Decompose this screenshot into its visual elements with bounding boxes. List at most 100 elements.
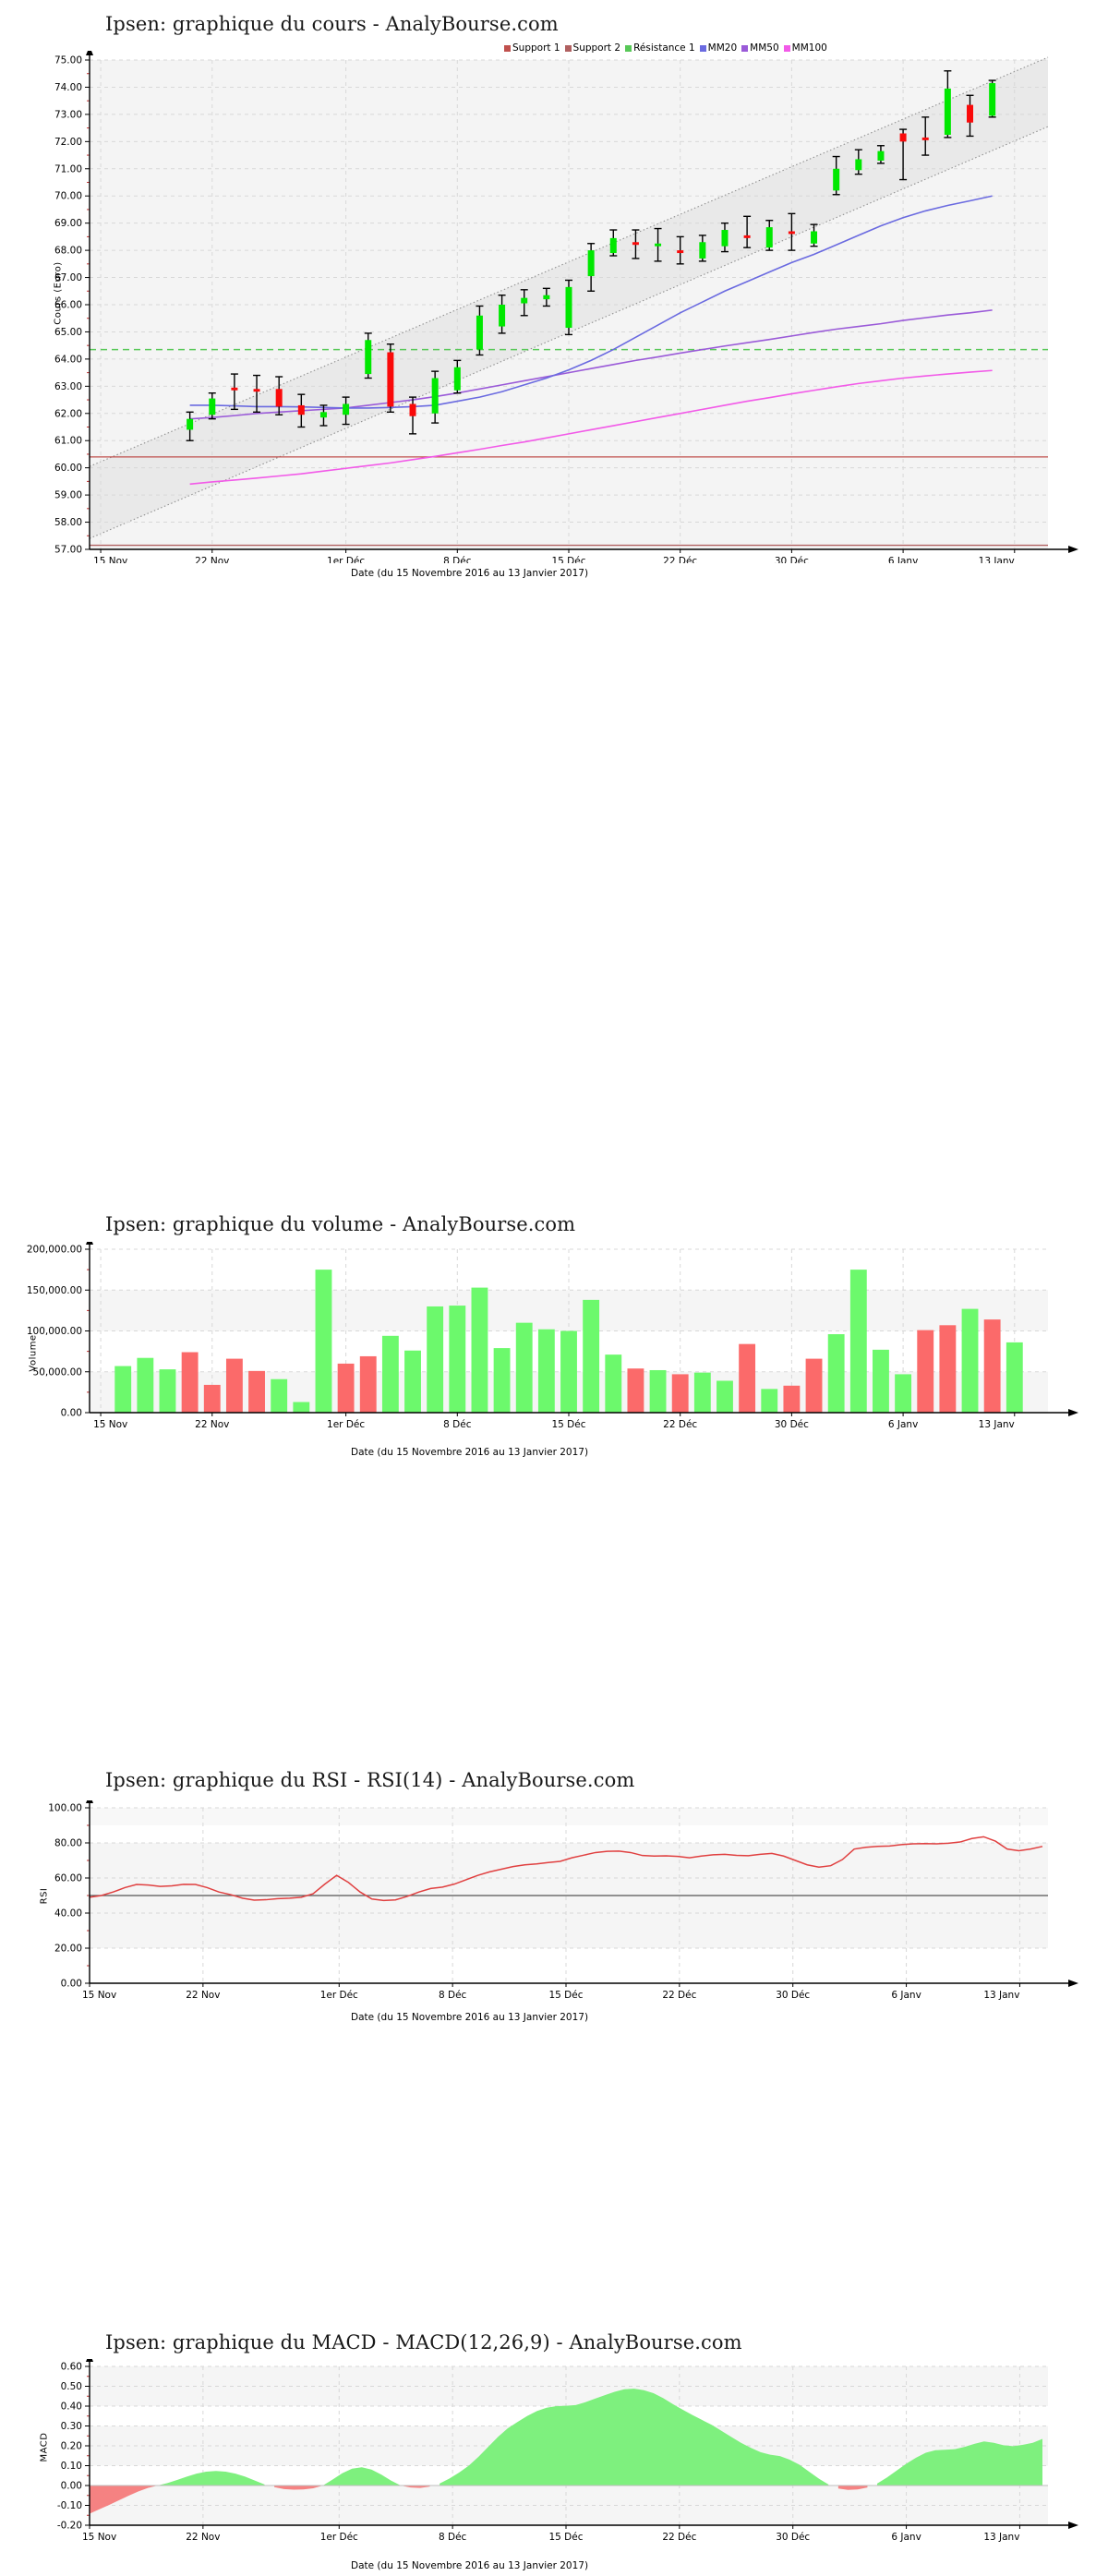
volume-bar[interactable] xyxy=(739,1343,756,1413)
candlestick[interactable] xyxy=(542,287,550,307)
candlestick[interactable] xyxy=(854,149,862,175)
volume-bar[interactable] xyxy=(359,1355,377,1413)
price-x-tick: 1er Déc xyxy=(327,556,365,563)
volume-bar[interactable] xyxy=(381,1335,399,1413)
volume-bar[interactable] xyxy=(939,1325,957,1413)
volume-x-tick: 15 Déc xyxy=(551,1419,585,1430)
candlestick[interactable] xyxy=(944,70,952,138)
volume-bar[interactable] xyxy=(493,1348,511,1413)
candlestick[interactable] xyxy=(565,279,572,336)
volume-bar[interactable] xyxy=(560,1330,577,1414)
candlestick[interactable] xyxy=(386,343,394,414)
volume-bar[interactable] xyxy=(849,1270,867,1413)
price-y-tick: 73.00 xyxy=(54,109,82,120)
candlestick[interactable] xyxy=(765,220,774,251)
volume-bar[interactable] xyxy=(515,1322,533,1413)
candlestick[interactable] xyxy=(899,128,908,181)
volume-y-tick: 150,000.00 xyxy=(27,1285,82,1296)
candlestick[interactable] xyxy=(743,215,752,248)
legend-item-support-1[interactable]: Support 1 xyxy=(504,42,560,54)
volume-bar[interactable] xyxy=(137,1357,154,1413)
volume-bar[interactable] xyxy=(671,1374,689,1413)
volume-chart-x-axis-label: Date (du 15 Novembre 2016 au 13 Janvier … xyxy=(351,1447,589,1458)
candlestick[interactable] xyxy=(676,235,684,265)
price-chart-plot[interactable]: 57.00 58.00 59.00 60.00 61.00 62.00 63.00 64.00… xyxy=(0,51,1090,563)
candlestick[interactable] xyxy=(342,396,350,426)
candlestick[interactable] xyxy=(409,396,417,435)
macd-x-tick: 1er Déc xyxy=(320,2532,358,2543)
volume-bar[interactable] xyxy=(181,1352,199,1413)
volume-bar[interactable] xyxy=(717,1380,733,1413)
volume-bar[interactable] xyxy=(337,1363,355,1413)
candlestick[interactable] xyxy=(632,229,640,259)
candlestick[interactable] xyxy=(431,370,440,424)
volume-x-tick: 13 Janv xyxy=(979,1419,1015,1430)
candlestick[interactable] xyxy=(319,404,328,427)
volume-bar[interactable] xyxy=(203,1384,221,1413)
volume-bar[interactable] xyxy=(783,1385,801,1413)
candlestick[interactable] xyxy=(966,94,974,138)
volume-bar[interactable] xyxy=(649,1369,667,1413)
candlestick[interactable] xyxy=(453,359,462,394)
macd-chart-plot[interactable]: -0.20 -0.10 0.00 0.10 0.20 0.30 0.40 0.50 0.60 15… xyxy=(0,2359,1090,2558)
candlestick[interactable] xyxy=(186,411,194,441)
volume-bar[interactable] xyxy=(293,1402,310,1413)
volume-bar[interactable] xyxy=(693,1372,711,1413)
volume-bar[interactable] xyxy=(471,1287,488,1413)
volume-bar[interactable] xyxy=(983,1319,1001,1413)
volume-bar[interactable] xyxy=(583,1299,600,1413)
volume-bar[interactable] xyxy=(449,1306,466,1413)
volume-bar[interactable] xyxy=(895,1374,912,1413)
volume-bar[interactable] xyxy=(605,1354,622,1413)
volume-bar[interactable] xyxy=(627,1368,644,1413)
candlestick[interactable] xyxy=(587,243,596,292)
legend-item-support-2[interactable]: Support 2 xyxy=(564,42,620,54)
volume-y-tick: 50,000.00 xyxy=(33,1366,82,1378)
candlestick[interactable] xyxy=(720,222,729,253)
candlestick[interactable] xyxy=(654,227,662,262)
volume-bar[interactable] xyxy=(827,1334,845,1413)
volume-bar[interactable] xyxy=(761,1389,778,1413)
volume-bar[interactable] xyxy=(805,1358,823,1413)
candlestick[interactable] xyxy=(832,155,840,196)
legend-item-mm20[interactable]: MM20 xyxy=(699,42,738,54)
candlestick[interactable] xyxy=(230,373,238,411)
candlestick[interactable] xyxy=(364,332,372,379)
candlestick[interactable] xyxy=(609,229,618,257)
price-chart-legend: Support 1 Support 2 Résistance 1 MM20 MM50 MM… xyxy=(504,42,831,54)
candlestick[interactable] xyxy=(297,393,306,428)
candlestick[interactable] xyxy=(810,223,818,247)
legend-item-mm50[interactable]: MM50 xyxy=(741,42,779,54)
volume-bar[interactable] xyxy=(271,1378,288,1413)
volume-bar[interactable] xyxy=(873,1349,889,1413)
candlestick[interactable] xyxy=(275,376,283,415)
volume-bar[interactable] xyxy=(315,1270,332,1413)
volume-bar[interactable] xyxy=(225,1358,243,1413)
legend-label: MM20 xyxy=(707,42,738,54)
volume-bar[interactable] xyxy=(961,1308,979,1413)
volume-chart-plot[interactable]: 0.00 50,000.00 100,000.00 150,000.00 200,000… xyxy=(0,1242,1090,1440)
candlestick[interactable] xyxy=(520,289,528,317)
candlestick[interactable] xyxy=(476,305,484,356)
volume-bar[interactable] xyxy=(537,1329,555,1413)
price-x-tick: 22 Déc xyxy=(663,556,697,563)
candlestick[interactable] xyxy=(988,79,996,118)
volume-bar[interactable] xyxy=(248,1370,265,1413)
volume-bar[interactable] xyxy=(159,1369,176,1413)
candlestick[interactable] xyxy=(253,374,261,414)
legend-item-mm100[interactable]: MM100 xyxy=(783,42,827,54)
volume-bar[interactable] xyxy=(114,1366,132,1413)
candlestick[interactable] xyxy=(788,212,796,251)
rsi-chart-title: Ipsen: graphique du RSI - RSI(14) - Anal… xyxy=(105,1769,635,1791)
candlestick[interactable] xyxy=(208,391,216,420)
legend-item-r-sistance-1[interactable]: Résistance 1 xyxy=(625,42,695,54)
candlestick[interactable] xyxy=(498,294,506,334)
candlestick[interactable] xyxy=(921,116,930,156)
volume-bar[interactable] xyxy=(917,1330,934,1413)
volume-bar[interactable] xyxy=(1006,1342,1023,1413)
candlestick[interactable] xyxy=(698,235,706,262)
volume-bar[interactable] xyxy=(404,1350,421,1413)
volume-bar[interactable] xyxy=(427,1306,444,1413)
candlestick[interactable] xyxy=(876,145,885,164)
rsi-chart-plot[interactable]: 0.00 20.00 40.00 60.00 80.00 100.00 15 Nov 22 N… xyxy=(0,1800,1090,2011)
